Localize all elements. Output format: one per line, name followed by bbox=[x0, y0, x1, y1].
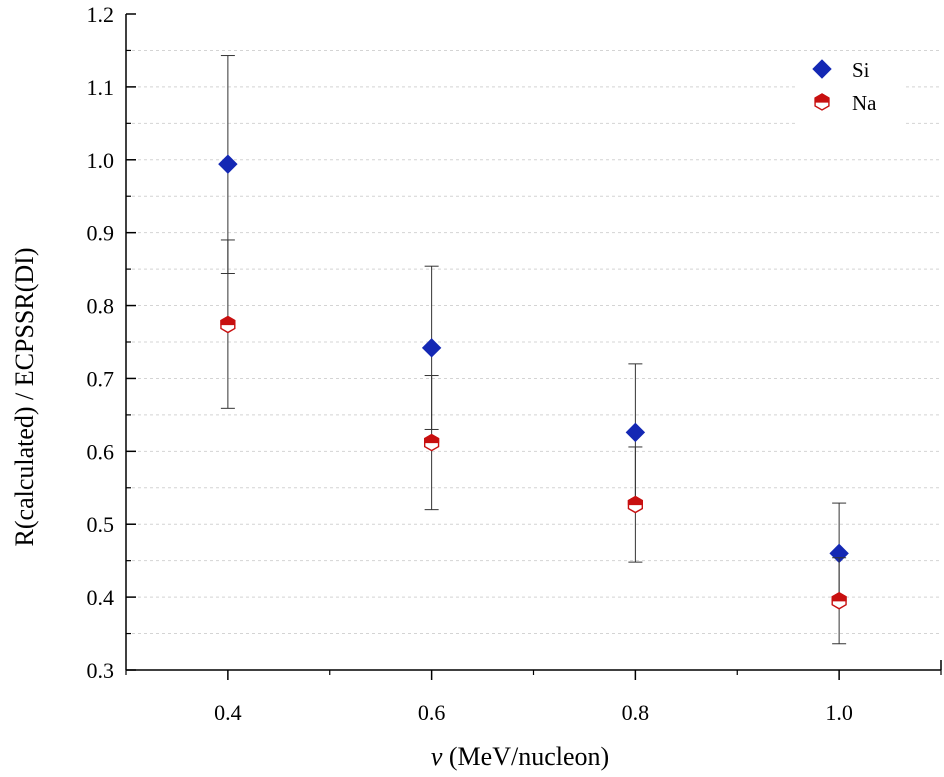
y-axis-title: R(calculated) / ECPSSR(DI) bbox=[10, 248, 39, 547]
data-series bbox=[218, 55, 849, 645]
hexagon-fill-top bbox=[814, 93, 830, 103]
y-tick-label: 0.7 bbox=[87, 366, 115, 391]
data-point-na bbox=[423, 433, 440, 452]
legend: Si Na bbox=[798, 52, 906, 124]
x-tick-label: 1.0 bbox=[825, 700, 853, 725]
legend-si-marker bbox=[812, 59, 832, 79]
y-tick-label: 1.0 bbox=[87, 148, 115, 173]
data-point-na bbox=[220, 315, 236, 334]
y-tick-label: 0.4 bbox=[87, 585, 115, 610]
y-tick-label: 0.3 bbox=[87, 658, 115, 683]
data-point-na bbox=[831, 591, 847, 610]
legend-frame bbox=[798, 52, 906, 124]
x-tick-label: 0.4 bbox=[214, 700, 242, 725]
x-axis-title: v (MeV/nucleon) bbox=[431, 742, 609, 771]
legend-si-symbol bbox=[812, 59, 832, 79]
x-axis-unit: (MeV/nucleon) bbox=[442, 742, 609, 771]
y-tick-label: 0.8 bbox=[87, 294, 115, 319]
y-tick-label: 1.2 bbox=[87, 2, 115, 27]
hexagon-fill-top bbox=[831, 592, 847, 602]
y-tick-label: 0.6 bbox=[87, 439, 115, 464]
hexagon-fill-top bbox=[424, 433, 440, 444]
data-point-si bbox=[625, 422, 646, 443]
x-tick-label: 0.6 bbox=[418, 700, 446, 725]
data-point-si bbox=[421, 338, 442, 358]
series-si bbox=[218, 55, 849, 604]
y-tick-label: 1.1 bbox=[87, 75, 115, 100]
x-axis-symbol: v bbox=[431, 742, 443, 771]
hexagon-fill-top bbox=[220, 315, 236, 326]
x-tick-label: 0.8 bbox=[622, 700, 650, 725]
hexagon-fill-top bbox=[627, 495, 643, 506]
grid bbox=[126, 49, 941, 635]
data-point-na bbox=[627, 495, 644, 514]
legend-na-label: Na bbox=[852, 91, 877, 115]
data-point-si bbox=[218, 154, 238, 174]
ticks: 0.3 0.4 0.5 0.6 0.7 0.8 0.9 1.0 1.1 1.2 0.4 0.6 0.8 1… bbox=[87, 2, 942, 725]
y-tick-label: 0.5 bbox=[87, 512, 115, 537]
legend-si-label: Si bbox=[852, 58, 870, 82]
series-na bbox=[220, 239, 847, 645]
y-tick-label: 0.9 bbox=[87, 221, 115, 246]
legend-na-marker bbox=[814, 93, 830, 111]
legend-na-symbol bbox=[814, 93, 830, 111]
